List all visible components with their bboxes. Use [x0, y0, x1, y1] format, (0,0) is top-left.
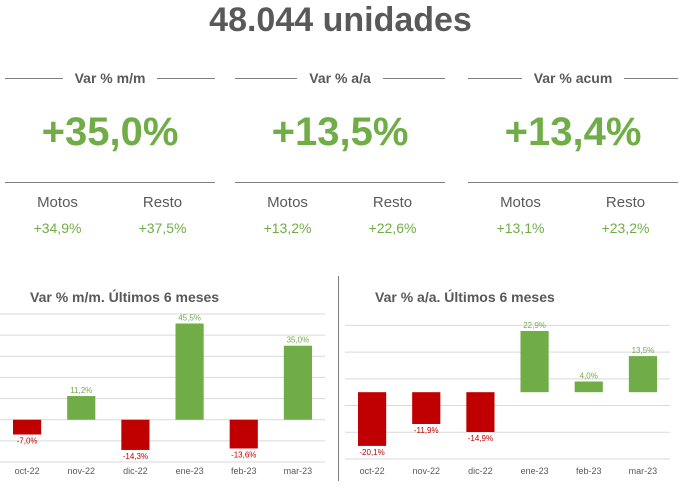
- chart-separator: [338, 276, 339, 481]
- kpi-value: +13,5%: [271, 110, 409, 154]
- bar-oct-22: [13, 419, 42, 435]
- kpi-sub-resto: Resto +37,5%: [110, 194, 215, 236]
- data-label: 4,0%: [580, 371, 598, 380]
- kpi-title: Var % m/m: [74, 70, 146, 86]
- x-tick-label: ene-23: [176, 466, 204, 476]
- bar-ene-23: [520, 330, 549, 393]
- kpi-year-over-year: Var % a/a +13,5% Motos +13,2% Resto +22,6%: [235, 60, 445, 250]
- bar-feb-23: [574, 381, 603, 393]
- kpi-sub-value: +34,9%: [33, 220, 82, 236]
- chart-year-over-year: -20,1% oct-22 -11,9% nov-22 -14,9% dic-22 22,9…: [345, 321, 670, 476]
- kpi-month-over-month: Var % m/m +35,0% Motos +34,9% Resto +37,5%: [5, 60, 216, 250]
- x-tick-label: feb-23: [576, 466, 602, 476]
- kpi-sub-motos: Motos +13,2%: [235, 194, 340, 236]
- bar-dic-22: [466, 392, 495, 433]
- headline-total-units: 48.044 unidades: [209, 1, 472, 39]
- x-tick-label: oct-22: [15, 466, 40, 476]
- kpi-value: +13,4%: [504, 110, 642, 154]
- kpi-value: +35,0%: [41, 110, 179, 154]
- kpi-title: Var % acum: [533, 70, 613, 86]
- x-tick-label: mar-23: [629, 466, 658, 476]
- kpi-sub-label: Motos: [267, 194, 308, 211]
- kpi-sub-label: Resto: [372, 194, 413, 211]
- divider: [5, 182, 215, 183]
- data-label: 13,5%: [632, 346, 655, 355]
- chart-title-aa: Var % a/a. Últimos 6 meses: [375, 289, 555, 305]
- bar-nov-22: [412, 392, 441, 424]
- bar-dic-22: [121, 419, 150, 450]
- x-tick-label: nov-22: [412, 466, 440, 476]
- x-tick-label: oct-22: [360, 466, 385, 476]
- bar-mar-23: [628, 356, 657, 393]
- x-tick-label: mar-23: [284, 466, 313, 476]
- kpi-sub-resto: Resto +22,6%: [340, 194, 445, 236]
- divider: [235, 182, 445, 183]
- kpi-sub-value: +22,6%: [368, 220, 417, 236]
- kpi-sub-motos: Motos +13,1%: [468, 194, 573, 236]
- bar-oct-22: [358, 392, 387, 446]
- bar-feb-23: [229, 419, 258, 449]
- kpi-sub-motos: Motos +34,9%: [5, 194, 110, 236]
- data-label: -20,1%: [359, 448, 384, 457]
- data-label: -11,9%: [414, 426, 439, 435]
- x-tick-label: dic-22: [123, 466, 148, 476]
- data-label: 11,2%: [70, 386, 92, 395]
- x-tick-label: feb-23: [231, 466, 257, 476]
- bar-nov-22: [67, 396, 96, 420]
- data-label: 22,9%: [523, 321, 546, 330]
- data-label: -13,6%: [231, 450, 256, 459]
- kpi-sub-value: +37,5%: [138, 220, 187, 236]
- kpi-sub-label: Motos: [37, 194, 78, 211]
- divider: [468, 182, 678, 183]
- chart-title-mm: Var % m/m. Últimos 6 meses: [30, 289, 220, 305]
- bar-mar-23: [283, 345, 312, 420]
- data-label: -14,3%: [123, 452, 148, 461]
- kpi-sub-value: +13,2%: [263, 220, 312, 236]
- x-tick-label: nov-22: [67, 466, 95, 476]
- kpi-year-to-date: Var % acum +13,4% Motos +13,1% Resto +23,2…: [468, 60, 679, 250]
- data-label: 45,5%: [178, 314, 201, 323]
- x-tick-label: ene-23: [521, 466, 549, 476]
- x-tick-label: dic-22: [468, 466, 493, 476]
- bar-ene-23: [175, 323, 204, 420]
- kpi-sub-resto: Resto +23,2%: [573, 194, 678, 236]
- kpi-sub-label: Resto: [142, 194, 183, 211]
- data-label: -14,9%: [468, 434, 493, 443]
- kpi-title: Var % a/a: [309, 70, 371, 86]
- data-label: 35,0%: [287, 336, 310, 345]
- kpi-sub-value: +23,2%: [601, 220, 650, 236]
- chart-month-over-month: -7,0% oct-22 11,2% nov-22 -14,3% dic-22 45,5% e…: [0, 313, 325, 476]
- data-label: -7,0%: [17, 437, 38, 446]
- kpi-sub-value: +13,1%: [496, 220, 545, 236]
- kpi-sub-label: Motos: [500, 194, 541, 211]
- kpi-sub-label: Resto: [605, 194, 646, 211]
